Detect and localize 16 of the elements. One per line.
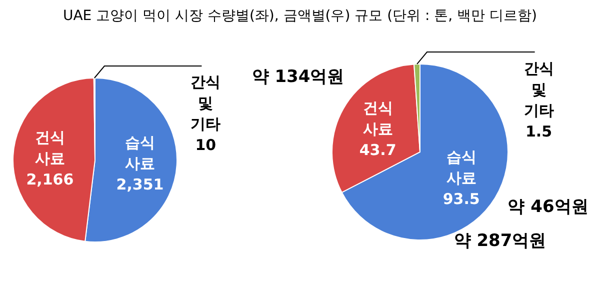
data-label: 43.7 xyxy=(359,141,396,160)
slice-label: 습식 사료 xyxy=(446,148,476,188)
slice-label: 간식 및 기타 xyxy=(524,59,554,120)
text: 약 46억원 xyxy=(508,197,588,217)
slice-label: 건식 사료 xyxy=(362,99,393,138)
data-label: 10 xyxy=(195,136,216,154)
data-label: 2,166 xyxy=(26,170,74,189)
slice-label: 간식 및 기타 xyxy=(190,73,221,134)
text: UAE 고양이 먹이 시장 수량별(좌), 금액별(우) 규모 (단위 : 톤, 백만 디르함) xyxy=(62,8,538,24)
text: 약 134억원 xyxy=(252,67,344,87)
data-label: 93.5 xyxy=(442,190,480,208)
data-label: 1.5 xyxy=(526,122,552,140)
slice-label: 습식 사료 xyxy=(125,134,156,173)
data-label: 2,351 xyxy=(116,176,164,194)
text: 약 287억원 xyxy=(454,231,546,251)
slice-label: 건식 사료 xyxy=(34,128,65,168)
